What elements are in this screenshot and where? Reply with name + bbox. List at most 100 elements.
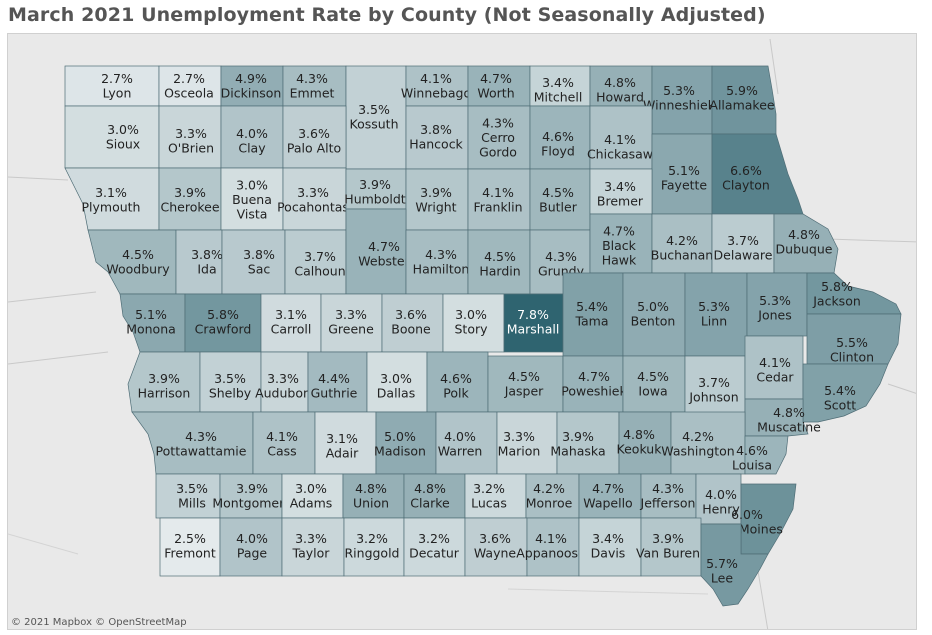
county-shape[interactable] [435, 411, 498, 475]
county-shape[interactable] [281, 517, 345, 577]
county-marshall[interactable]: 7.8%Marshall [503, 293, 564, 353]
county-dallas[interactable]: 3.0%Dallas [366, 351, 428, 413]
county-shape[interactable] [464, 517, 528, 577]
county-shape[interactable] [442, 293, 505, 353]
county-shape[interactable] [219, 473, 283, 519]
county-van-buren[interactable]: 3.9%Van Buren [636, 517, 702, 577]
county-shape[interactable] [158, 167, 222, 231]
county-boone[interactable]: 3.6%Boone [381, 293, 444, 353]
county-shape[interactable] [220, 105, 284, 169]
county-shape[interactable] [220, 65, 284, 107]
county-shape[interactable] [220, 167, 284, 231]
county-shape[interactable] [578, 473, 642, 519]
county-davis[interactable]: 3.4%Davis [578, 517, 642, 577]
county-montgomery[interactable]: 3.9%Montgomery [212, 473, 292, 519]
choropleth-map[interactable]: 2.7% Lyon 2.7% Osceola 4.9% Dickinson 4.3% Emme… [7, 33, 917, 630]
county-cass[interactable]: 4.1%Cass [252, 411, 316, 475]
county-audubon[interactable]: 3.3%Audubon [255, 351, 311, 413]
county-shape[interactable] [252, 411, 316, 475]
county-butler[interactable]: 4.5%Butler [529, 168, 591, 231]
county-o-brien[interactable]: 3.3%O'Brien [158, 105, 222, 169]
county-buchanan[interactable]: 4.2%Buchanan [651, 213, 713, 274]
county-warren[interactable]: 4.0%Warren [435, 411, 498, 475]
county-shape[interactable] [405, 229, 469, 295]
county-shape[interactable] [529, 65, 591, 107]
county-shape[interactable] [426, 351, 489, 413]
county-shape[interactable] [343, 517, 405, 577]
county-shape[interactable] [487, 355, 564, 413]
county-shape[interactable] [746, 272, 808, 337]
county-shape[interactable] [282, 65, 347, 107]
county-shape[interactable] [282, 105, 347, 169]
county-shape[interactable] [711, 133, 804, 215]
county-keokuk[interactable]: 4.8%Keokuk [617, 411, 672, 475]
map-attribution[interactable]: © 2021 Mapbox © OpenStreetMap [11, 617, 187, 628]
county-shape[interactable] [467, 168, 531, 231]
county-shape[interactable] [345, 168, 407, 210]
county-shape[interactable] [562, 272, 624, 357]
county-bremer[interactable]: 3.4%Bremer [589, 168, 653, 215]
county-mahaska[interactable]: 3.9%Mahaska [550, 411, 620, 475]
county-shape[interactable] [307, 351, 368, 413]
county-guthrie[interactable]: 4.4%Guthrie [307, 351, 368, 413]
county-pottawattamie[interactable]: 4.3%Pottawattamie [131, 411, 254, 475]
county-emmet[interactable]: 4.3%Emmet [282, 65, 347, 107]
county-humboldt[interactable]: 3.9%Humboldt [344, 168, 407, 210]
county-shape[interactable] [529, 168, 591, 231]
county-madison[interactable]: 5.0%Madison [374, 411, 437, 475]
county-shape[interactable] [284, 229, 347, 295]
county-shape[interactable] [744, 335, 804, 400]
county-shape[interactable] [711, 213, 775, 274]
county-jasper[interactable]: 4.5%Jasper [487, 355, 564, 413]
county-shape[interactable] [155, 473, 221, 519]
county-shape[interactable] [640, 473, 697, 519]
county-shape[interactable] [320, 293, 383, 353]
county-worth[interactable]: 4.7%Worth [467, 65, 531, 107]
county-shape[interactable] [589, 213, 653, 274]
county-shape[interactable] [802, 363, 889, 423]
county-henry[interactable]: 4.0%Henry [695, 473, 742, 525]
county-shape[interactable] [618, 411, 672, 475]
county-shape[interactable] [282, 167, 347, 231]
county-calhoun[interactable]: 3.7%Calhoun [284, 229, 347, 295]
county-webster[interactable]: 4.7%Webster [345, 208, 411, 295]
county-shape[interactable] [87, 229, 177, 295]
county-shape[interactable] [740, 483, 797, 555]
county-story[interactable]: 3.0%Story [442, 293, 505, 353]
county-shape[interactable] [526, 517, 580, 577]
county-shape[interactable] [64, 65, 160, 107]
county-appanoose[interactable]: 4.1%Appanoose [516, 517, 586, 577]
county-shape[interactable] [184, 293, 262, 353]
county-clinton[interactable]: 5.5%Clinton [806, 313, 902, 365]
county-shape[interactable] [403, 517, 466, 577]
county-shape[interactable] [403, 473, 466, 519]
county-shape[interactable] [199, 351, 262, 413]
county-shape[interactable] [589, 65, 653, 107]
county-harrison[interactable]: 3.9%Harrison [127, 351, 201, 413]
county-palo-alto[interactable]: 3.6%Palo Alto [282, 105, 347, 169]
county-shape[interactable] [589, 168, 653, 215]
county-adams[interactable]: 3.0%Adams [281, 473, 344, 519]
county-shape[interactable] [64, 105, 160, 169]
county-cherokee[interactable]: 3.9%Cherokee [158, 167, 222, 231]
county-tama[interactable]: 5.4%Tama [562, 272, 624, 357]
county-shape[interactable] [562, 355, 624, 413]
county-shape[interactable] [467, 229, 531, 295]
county-shape[interactable] [314, 411, 377, 475]
county-franklin[interactable]: 4.1%Franklin [467, 168, 531, 231]
county-shape[interactable] [467, 105, 531, 170]
county-sac[interactable]: 3.8%Sac [221, 229, 286, 295]
county-shape[interactable] [260, 293, 322, 353]
county-jones[interactable]: 5.3%Jones [746, 272, 808, 337]
county-allamakee[interactable]: 5.9%Allamakee [709, 65, 777, 135]
county-lucas[interactable]: 3.2%Lucas [464, 473, 527, 519]
county-shape[interactable] [711, 65, 777, 135]
county-shape[interactable] [556, 411, 620, 475]
county-shape[interactable] [158, 65, 222, 107]
county-sioux[interactable]: 3.0%Sioux [64, 105, 160, 169]
county-shape[interactable] [578, 517, 642, 577]
county-wapello[interactable]: 4.7%Wapello [578, 473, 642, 519]
county-shape[interactable] [127, 351, 201, 413]
county-jefferson[interactable]: 4.3%Jefferson [640, 473, 697, 519]
